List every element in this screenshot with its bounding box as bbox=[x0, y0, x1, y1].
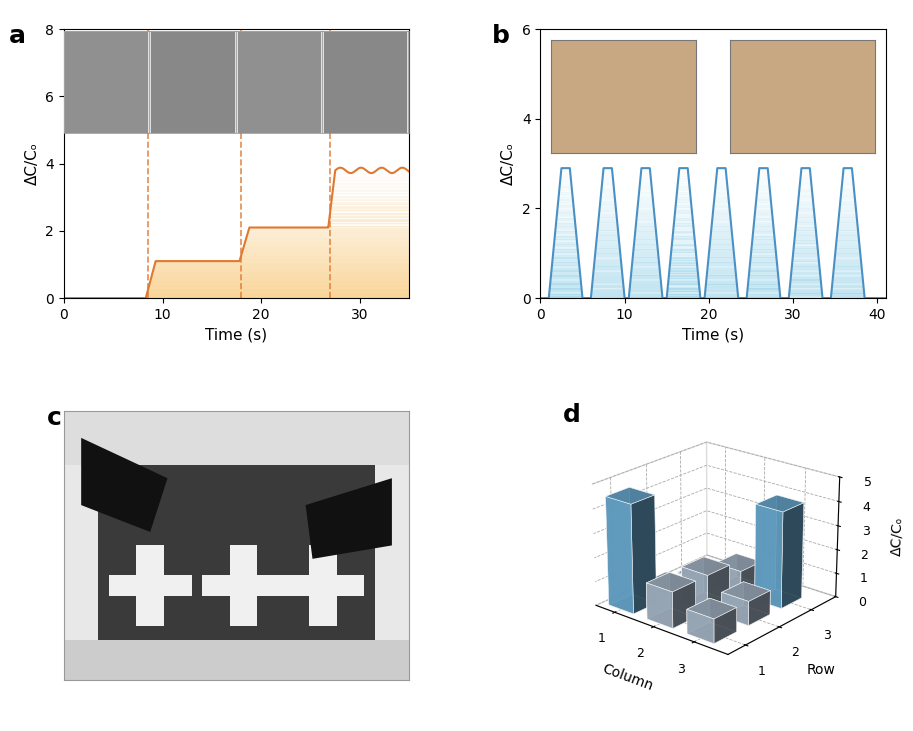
Bar bbox=[64, 411, 409, 465]
Text: b: b bbox=[492, 24, 509, 48]
Bar bbox=[99, 465, 374, 640]
X-axis label: Time (s): Time (s) bbox=[682, 327, 744, 342]
Y-axis label: ΔC/Cₒ: ΔC/Cₒ bbox=[25, 142, 40, 185]
Polygon shape bbox=[81, 438, 167, 532]
Polygon shape bbox=[306, 478, 392, 559]
Text: a: a bbox=[8, 24, 26, 48]
Bar bbox=[309, 545, 337, 626]
Bar bbox=[64, 640, 409, 680]
X-axis label: Time (s): Time (s) bbox=[205, 327, 268, 342]
Y-axis label: ΔC/Cₒ: ΔC/Cₒ bbox=[501, 142, 516, 185]
Text: d: d bbox=[562, 403, 581, 427]
Text: c: c bbox=[47, 406, 61, 430]
Bar bbox=[202, 575, 285, 596]
Bar bbox=[136, 545, 164, 626]
Y-axis label: Row: Row bbox=[807, 663, 835, 677]
Bar bbox=[281, 575, 364, 596]
Bar bbox=[109, 575, 192, 596]
Bar bbox=[230, 545, 257, 626]
X-axis label: Column: Column bbox=[601, 662, 656, 694]
